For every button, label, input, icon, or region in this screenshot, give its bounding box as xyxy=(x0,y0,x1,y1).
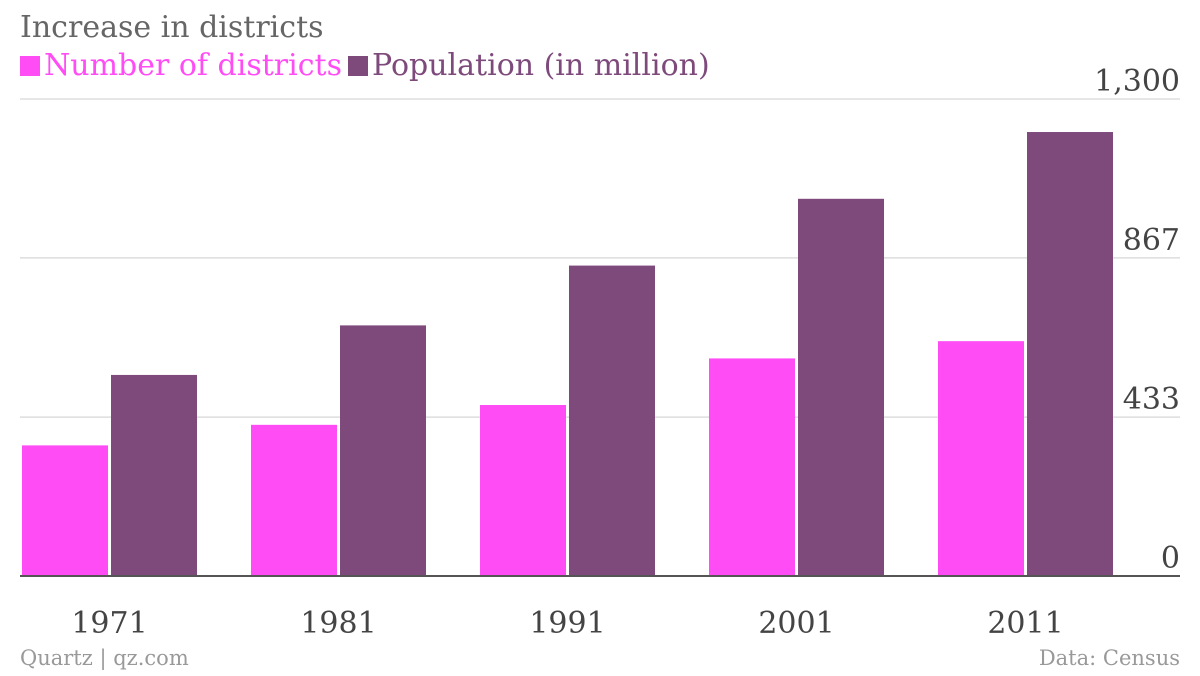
x-tick-label: 2011 xyxy=(987,606,1063,641)
chart-title: Increase in districts xyxy=(20,10,324,45)
x-tick-label: 1981 xyxy=(300,606,376,641)
bar-population-1971 xyxy=(111,374,197,576)
footer-data-source: Data: Census xyxy=(1038,646,1180,670)
y-tick-label: 1,300 xyxy=(1094,64,1180,99)
legend: Number of districts Population (in milli… xyxy=(20,48,716,83)
y-tick-label: 867 xyxy=(1123,223,1180,258)
bar-population-1991 xyxy=(569,265,655,576)
bar-districts-2001 xyxy=(709,358,795,576)
x-tick-label: 2001 xyxy=(758,606,834,641)
y-tick-label: 433 xyxy=(1123,382,1180,417)
bar-districts-1981 xyxy=(251,424,337,576)
bar-population-2011 xyxy=(1027,132,1113,576)
legend-swatch-districts xyxy=(20,55,40,76)
legend-item-districts: Number of districts xyxy=(20,48,342,83)
bar-population-2001 xyxy=(798,198,884,576)
footer-source-credit: Quartz | qz.com xyxy=(20,646,189,670)
x-tick-label: 1971 xyxy=(71,606,147,641)
bar-districts-2011 xyxy=(938,341,1024,576)
legend-item-population: Population (in million) xyxy=(348,48,710,83)
legend-label-population: Population (in million) xyxy=(372,48,710,83)
y-tick-label: 0 xyxy=(1161,541,1180,576)
bar-population-1981 xyxy=(340,325,426,576)
legend-swatch-population xyxy=(348,55,368,76)
x-tick-label: 1991 xyxy=(529,606,605,641)
bar-districts-1991 xyxy=(480,405,566,576)
bar-districts-1971 xyxy=(22,445,108,576)
legend-label-districts: Number of districts xyxy=(44,48,342,83)
